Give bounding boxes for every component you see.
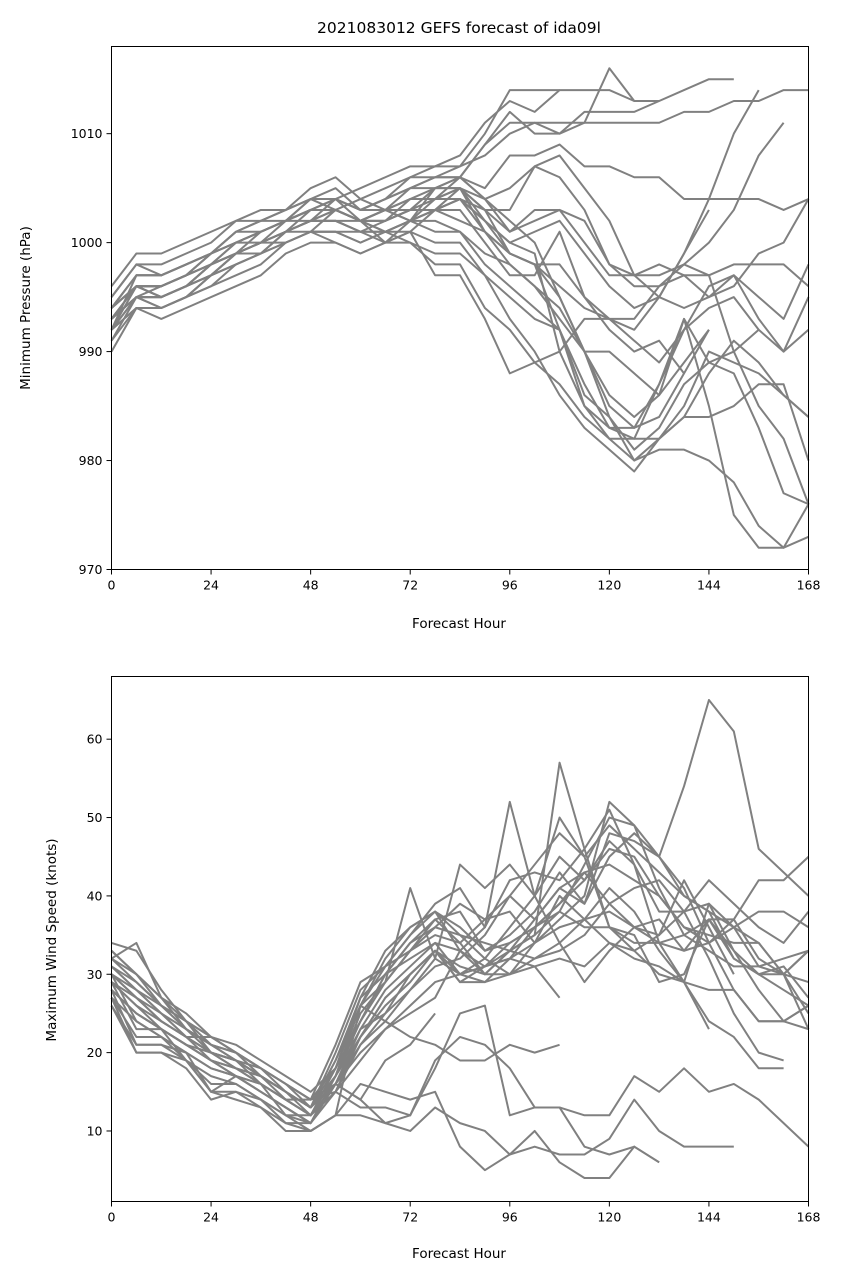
wind-plot-frame — [111, 676, 809, 1202]
wind-series-line-26 — [110, 1005, 660, 1179]
wind-y-axis-label: Maximum Wind Speed (knots) — [44, 838, 60, 1041]
pressure-y-tick-label: 1010 — [71, 126, 103, 141]
pressure-axes: 0 24 48 72 96 120 144 168 970 980 990 1000 1010 — [71, 126, 821, 592]
pressure-panel: 2021083012 GEFS forecast of ida09l 0 24 48… — [18, 19, 820, 632]
wind-x-tick-label: 96 — [502, 1210, 518, 1225]
wind-series-line-22 — [110, 989, 436, 1125]
pressure-x-tick-label: 144 — [697, 578, 721, 593]
pressure-x-tick-label: 72 — [402, 578, 418, 593]
pressure-series-group — [110, 67, 810, 549]
pressure-x-tick-label: 120 — [597, 578, 621, 593]
pressure-plot-frame — [111, 46, 809, 570]
pressure-series-line-2 — [110, 89, 660, 298]
chart-title: 2021083012 GEFS forecast of ida09l — [317, 19, 601, 37]
wind-x-tick-label: 72 — [402, 1210, 418, 1225]
wind-y-tick-label: 40 — [87, 888, 103, 903]
wind-axes: 0 24 48 72 96 120 144 168 10 20 30 40 50 60 — [87, 732, 821, 1225]
pressure-x-axis-label: Forecast Hour — [412, 616, 506, 632]
pressure-x-tick-label: 168 — [797, 578, 821, 593]
wind-x-tick-label: 48 — [303, 1210, 319, 1225]
wind-y-tick-label: 60 — [87, 732, 103, 747]
pressure-series-line-21 — [110, 230, 810, 440]
wind-x-tick-label: 120 — [597, 1210, 621, 1225]
wind-series-line-23 — [110, 973, 810, 1148]
wind-x-tick-label: 144 — [697, 1210, 721, 1225]
pressure-x-tick-label: 96 — [502, 578, 518, 593]
wind-x-axis-label: Forecast Hour — [412, 1246, 506, 1262]
pressure-series-line-24 — [110, 187, 809, 506]
pressure-y-tick-label: 1000 — [71, 235, 103, 250]
pressure-y-tick-label: 970 — [79, 562, 103, 577]
pressure-x-tick-label: 48 — [303, 578, 319, 593]
pressure-x-tick-label: 0 — [108, 578, 116, 593]
pressure-x-tick-label: 24 — [203, 578, 219, 593]
pressure-y-axis-label: Minimum Pressure (hPa) — [18, 226, 34, 390]
pressure-series-line-20 — [110, 230, 810, 473]
wind-panel: 0 24 48 72 96 120 144 168 10 20 30 40 50 60 Forecast … — [44, 676, 821, 1262]
pressure-series-line-17 — [110, 219, 760, 451]
wind-x-tick-label: 0 — [108, 1210, 116, 1225]
wind-y-tick-label: 30 — [87, 967, 103, 982]
pressure-y-tick-label: 990 — [79, 344, 103, 359]
wind-x-tick-label: 168 — [797, 1210, 821, 1225]
wind-y-tick-label: 50 — [87, 810, 103, 825]
wind-y-tick-label: 10 — [87, 1123, 103, 1138]
wind-series-line-24 — [110, 981, 734, 1156]
wind-y-tick-label: 20 — [87, 1045, 103, 1060]
pressure-y-tick-label: 980 — [79, 453, 103, 468]
wind-series-line-20 — [110, 816, 810, 1125]
wind-x-tick-label: 24 — [203, 1210, 219, 1225]
pressure-series-line-18 — [110, 219, 810, 461]
wind-series-line-25 — [110, 997, 660, 1164]
wind-series-line-17 — [110, 761, 735, 1117]
pressure-series-line-25 — [110, 176, 810, 549]
wind-series-group — [110, 699, 810, 1179]
